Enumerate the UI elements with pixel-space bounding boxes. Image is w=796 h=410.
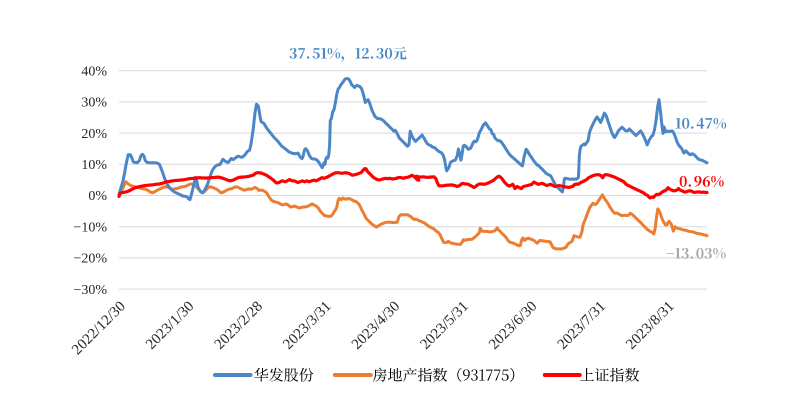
svg-text:−20%: −20%: [73, 252, 107, 267]
svg-text:0%: 0%: [88, 189, 107, 204]
svg-text:−30%: −30%: [73, 283, 107, 298]
svg-text:10%: 10%: [81, 158, 107, 173]
svg-text:40%: 40%: [81, 64, 107, 79]
svg-text:20%: 20%: [81, 127, 107, 142]
svg-text:−10%: −10%: [73, 220, 107, 235]
svg-text:30%: 30%: [81, 96, 107, 111]
